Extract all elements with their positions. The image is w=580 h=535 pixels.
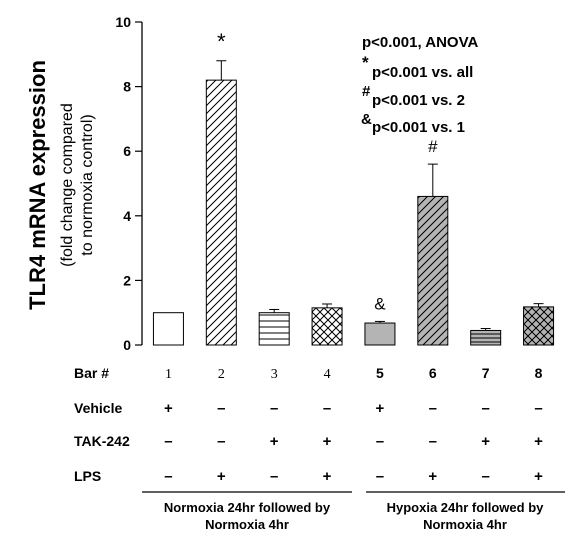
cell-0-1: 2 [218,367,225,382]
cell-2-6: + [481,433,490,450]
cell-1-7: – [534,400,542,417]
row-label-1: Vehicle [74,400,122,416]
cell-0-6: 7 [482,365,490,381]
bar-annotation-5: & [374,294,386,313]
y-tick-label: 2 [123,272,131,288]
cell-0-2: 3 [271,367,278,382]
bar-2 [205,79,237,346]
cell-1-1: – [217,400,225,417]
row-label-2: TAK-242 [74,433,130,449]
cell-3-3: + [323,468,332,485]
row-label-0: Bar # [74,365,109,381]
cell-2-1: – [217,433,225,450]
cell-3-6: – [482,468,490,485]
stats-symbol-3: # [362,83,371,100]
cell-0-5: 6 [429,365,437,381]
group-hypoxia-line2: Normoxia 4hr [423,517,507,532]
cell-3-4: – [376,468,384,485]
bar-annotations: * & # [217,29,438,314]
y-axis: 0 2 4 6 8 10 [115,14,143,353]
bar-annotation-2: * [217,29,226,54]
y-tick-label: 6 [123,143,131,159]
stats-line-3: p<0.001 vs. 2 [372,92,465,109]
cell-0-0: 1 [165,367,172,382]
cell-2-0: – [164,433,172,450]
bar-6 [417,195,449,346]
cell-1-2: – [270,400,278,417]
group-normoxia-line1: Normoxia 24hr followed by [164,500,331,515]
stats-symbol-2: * [362,53,369,72]
bar-3 [258,312,290,346]
cell-0-7: 8 [535,365,543,381]
y-tick-label: 4 [123,208,131,224]
cell-1-6: – [482,400,490,417]
cell-1-4: + [376,400,385,417]
y-tick-label: 10 [115,14,131,30]
row-label-3: LPS [74,468,101,484]
bar-7 [470,329,502,346]
cell-2-5: – [429,433,437,450]
group-labels: Normoxia 24hr followed by Normoxia 4hr H… [142,491,565,532]
cell-3-0: – [164,468,172,485]
stats-line-2: p<0.001 vs. all [372,64,473,81]
cell-0-4: 5 [376,365,384,381]
cell-0-3: 4 [324,367,331,382]
cell-2-4: – [376,433,384,450]
bar-4 [311,307,343,346]
bar-1 [152,312,184,346]
cell-2-2: + [270,433,279,450]
bar-8 [523,306,555,346]
stats-symbol-4: & [361,111,372,128]
bar-5 [364,322,396,346]
cell-3-7: + [534,468,543,485]
cell-3-5: + [428,468,437,485]
y-axis-label: TLR4 mRNA expression [25,60,50,310]
y-tick-label: 8 [123,79,131,95]
cell-3-2: – [270,468,278,485]
stats-line-1: p<0.001, ANOVA [362,34,478,51]
group-hypoxia-line1: Hypoxia 24hr followed by [387,500,545,515]
bar-annotation-6: # [428,137,438,156]
cell-3-1: + [217,468,226,485]
y-tick-label: 0 [123,337,131,353]
stats-legend: p<0.001, ANOVA * p<0.001 vs. all # p<0.0… [361,34,478,136]
cell-1-5: – [429,400,437,417]
y-axis-sublabel-2: to normoxia control) [79,114,96,255]
cell-1-3: – [323,400,331,417]
cell-1-0: + [164,400,173,417]
condition-table: Bar # 1 2 3 4 5 6 7 8 Vehicle + – – – + – – – TAK-242 – – + + –… [74,365,543,485]
bars [152,60,555,346]
cell-2-3: + [323,433,332,450]
y-axis-sublabel-1: (fold change compared [59,103,76,267]
cell-2-7: + [534,433,543,450]
stats-line-4: p<0.001 vs. 1 [372,119,465,136]
group-normoxia-line2: Normoxia 4hr [205,517,289,532]
